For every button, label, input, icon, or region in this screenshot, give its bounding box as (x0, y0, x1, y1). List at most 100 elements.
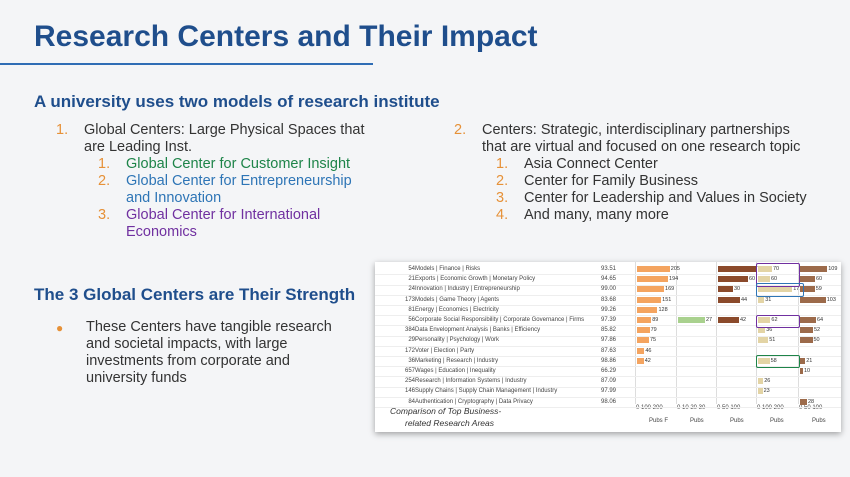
pubs-bar (637, 337, 649, 344)
pubs-bar (637, 286, 665, 293)
topic-keywords: Research | Information Systems | Industr… (415, 378, 527, 385)
pubs-bar (758, 388, 763, 395)
table-row: 36 Marketing | Research | Industry 98.86 42… (375, 356, 841, 368)
topic-id: 54 (408, 266, 415, 272)
bar-value-label: 60 (816, 276, 823, 283)
pubs-bar (637, 306, 658, 313)
pubs-bar (800, 266, 828, 272)
bar-value-label: 89 (652, 317, 659, 323)
bar-value-label: 60 (771, 276, 778, 283)
topic-keywords: Models | Finance | Risks (415, 266, 481, 272)
topic-keywords: Energy | Economics | Electricity (415, 306, 499, 313)
topic-id: 81 (408, 306, 415, 313)
axis-tick-label: 0 50 100 (799, 405, 823, 411)
table-caption: Comparison of Top Business- related Rese… (390, 406, 502, 428)
highlight-box (756, 355, 800, 368)
table-row: 29 Personality | Psychology | Work 97.86 75… (375, 335, 841, 347)
pubs-bar (800, 398, 807, 405)
pubs-bar (758, 357, 770, 364)
bar-value-label: 70 (773, 266, 780, 272)
pubs-bar (637, 317, 652, 323)
axis-tick-label: 0 10 20 30 (677, 405, 706, 411)
axis-tick-label: 0 100 200 (757, 405, 784, 411)
pubs-bar (800, 327, 813, 334)
topic-score: 97.99 (601, 388, 617, 395)
topic-score: 66.29 (601, 368, 617, 374)
table-row: 84 Authentication | Cryptography | Data P… (375, 397, 841, 408)
center-item: 3. Center for Leadership and Values in So… (496, 190, 807, 206)
table-row: 81 Energy | Economics | Electricity 99.26 1… (375, 305, 841, 317)
pubs-bar (758, 327, 766, 334)
topic-score: 97.39 (601, 317, 617, 323)
bar-value-label: 36 (766, 327, 773, 334)
pubs-label: Pubs (730, 418, 744, 424)
topic-score: 98.06 (601, 398, 617, 405)
bar-value-label: 28 (808, 398, 815, 405)
bar-value-label: 194 (669, 276, 679, 283)
list-text: Global Centers: Large Physical Spaces th… (84, 122, 365, 155)
column-divider (635, 262, 636, 404)
pubs-bar (637, 296, 662, 303)
column-divider (676, 262, 677, 404)
table-row: 254 Research | Information Systems | Indu… (375, 376, 841, 388)
bar-value-label: 23 (763, 388, 770, 395)
bar-value-label: 58 (770, 357, 777, 364)
pubs-label: Pubs (812, 418, 826, 424)
bar-value-label: 205 (670, 266, 680, 272)
bar-value-label: 42 (740, 317, 747, 323)
axis-tick-label: 0 50 100 (717, 405, 741, 411)
section1-heading: A university uses two models of research… (34, 92, 440, 111)
pubs-bar (678, 317, 705, 323)
pubs-bar (637, 357, 644, 364)
topic-id: 21 (408, 276, 415, 283)
table-row: 21 Exports | Economic Growth | Monetary P… (375, 274, 841, 286)
bar-value-label: 79 (650, 327, 657, 334)
pubs-bar (800, 357, 806, 364)
topic-keywords: Wages | Education | Inequality (415, 368, 496, 374)
bar-value-label: 50 (813, 337, 820, 344)
pubs-bar (758, 296, 765, 303)
center-item: 4. And many, many more (496, 207, 669, 223)
highlight-box (756, 263, 800, 287)
bar-value-label: 21 (806, 357, 813, 364)
topic-score: 85.82 (601, 327, 617, 334)
pubs-bar (758, 378, 764, 385)
strength-bullet: ● These Centers have tangible research a… (56, 319, 332, 386)
bar-value-label: 128 (658, 306, 668, 313)
topic-keywords: Innovation | Industry | Entrepreneurship (415, 286, 520, 293)
highlight-box (756, 283, 804, 297)
pubs-bar (758, 266, 772, 272)
column-divider (798, 262, 799, 404)
pubs-bar (800, 276, 815, 283)
research-areas-table-image: Comparison of Top Business- related Rese… (375, 262, 841, 432)
topic-id: 24 (408, 286, 415, 293)
bar-value-label: 171 (793, 286, 803, 293)
left-list: 1. Global Centers: Large Physical Spaces… (56, 122, 396, 241)
topic-score: 99.26 (601, 306, 617, 313)
topic-keywords: Marketing | Research | Industry (415, 357, 499, 364)
column-divider (756, 262, 757, 404)
pubs-bar (718, 317, 739, 323)
pubs-bar (718, 286, 733, 293)
topic-keywords: Supply Chains | Supply Chain Management … (415, 388, 558, 395)
topic-score: 83.68 (601, 296, 617, 303)
table-row: 146 Supply Chains | Supply Chain Manageme… (375, 386, 841, 398)
bullet-dot-icon: ● (56, 321, 64, 335)
topic-id: 254 (404, 378, 415, 385)
topic-score: 98.86 (601, 357, 617, 364)
topic-id: 146 (404, 388, 415, 395)
topic-id: 56 (408, 317, 415, 323)
topic-score: 94.65 (601, 276, 617, 283)
table-row: 172 Voter | Election | Party 87.63 46 (375, 346, 841, 357)
bar-value-label: 109 (828, 266, 838, 272)
table-row: 384 Data Envelopment Analysis | Banks | E… (375, 325, 841, 337)
topic-keywords: Authentication | Cryptography | Data Pri… (415, 398, 533, 405)
pubs-bar (800, 317, 816, 323)
topic-score: 93.51 (601, 266, 617, 272)
bar-value-label: 26 (764, 378, 771, 385)
section2-heading: The 3 Global Centers are Their Strength (34, 285, 356, 304)
pubs-bar (800, 337, 813, 344)
pubs-bar (718, 276, 748, 283)
topic-id: 384 (404, 327, 415, 334)
